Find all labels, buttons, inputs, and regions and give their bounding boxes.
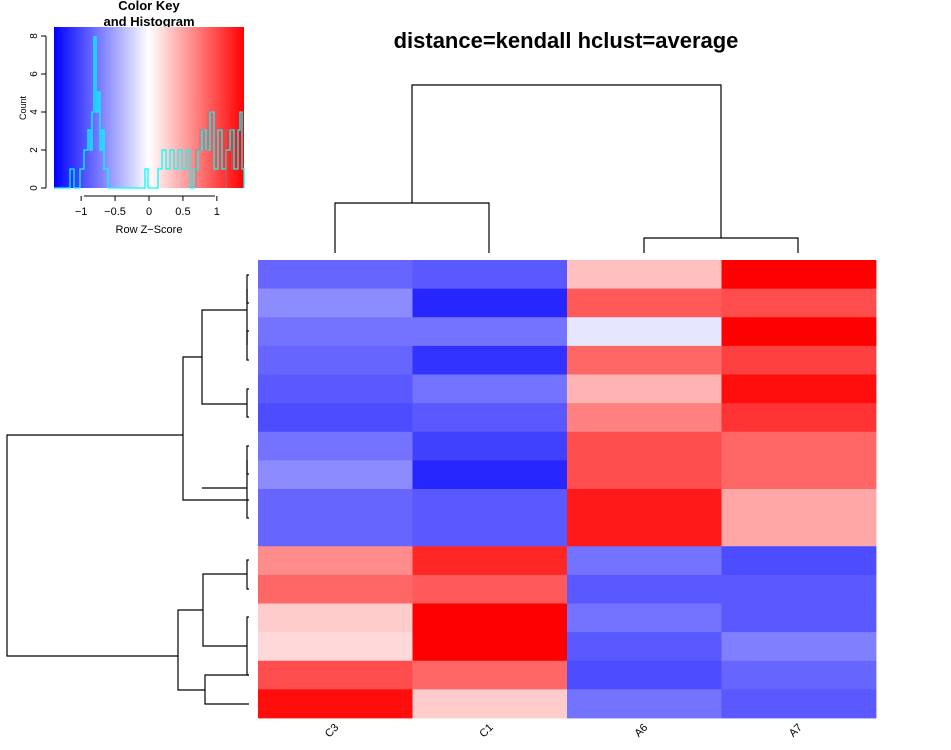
color-key-x-tick-label: −1	[75, 206, 88, 218]
heatmap-cell	[258, 489, 413, 547]
color-key-x-label: Row Z−Score	[116, 224, 183, 236]
heatmap-cell	[567, 574, 722, 604]
color-key-y-label: Count	[18, 96, 28, 121]
heatmap-cell	[412, 546, 568, 576]
heatmap-cell	[258, 288, 413, 318]
heatmap-cell	[258, 574, 413, 604]
color-key-histogram-shadow	[195, 111, 233, 188]
heatmap-cell	[721, 660, 877, 690]
heatmap-cell	[721, 460, 877, 490]
color-key-y-tick-label: 2	[29, 147, 40, 153]
heatmap-cell	[567, 288, 722, 318]
color-key-y-tick-label: 4	[29, 109, 40, 115]
heatmap-cell	[567, 632, 722, 662]
heatmap-cell	[412, 431, 568, 461]
heatmap-cell	[258, 431, 413, 461]
heatmap-cell	[567, 546, 722, 576]
heatmap-cell	[258, 374, 413, 404]
heatmap-cell	[721, 374, 877, 404]
heatmap-cell	[721, 546, 877, 576]
heatmap-cell	[412, 489, 568, 547]
heatmap-cell	[412, 374, 568, 404]
heatmap-cell	[258, 603, 413, 633]
heatmap-cell	[412, 574, 568, 604]
color-key-x-ticks: −1 −0.5 0 0.5 1	[75, 196, 220, 218]
color-key-x-tick-label: −0.5	[104, 206, 126, 218]
heatmap-cell	[567, 374, 722, 404]
heatmap-cell	[567, 489, 722, 547]
color-key-histogram	[54, 36, 245, 189]
heatmap-cell	[721, 489, 877, 547]
heatmap-cell	[258, 345, 413, 375]
heatmap-cell	[412, 460, 568, 490]
color-key-y-tick-label: 8	[29, 33, 40, 39]
heatmap-cell	[412, 689, 568, 719]
heatmap-cell	[412, 660, 568, 690]
heatmap-cell	[567, 403, 722, 433]
color-key-y-tick-label: 0	[29, 185, 40, 191]
color-key-title-line2: and Histogram	[103, 14, 194, 29]
color-key-x-tick-label: 0	[146, 206, 152, 218]
heatmap-cell	[721, 603, 877, 633]
row-dendrogram	[6, 274, 249, 705]
heatmap-cell	[721, 288, 877, 318]
heatmap-cell	[412, 403, 568, 433]
heatmap-cell	[258, 460, 413, 490]
heatmap-cell	[721, 632, 877, 662]
heatmap-cell	[258, 546, 413, 576]
color-key-y-tick-label: 6	[29, 71, 40, 77]
heatmap-cell	[567, 689, 722, 719]
color-key-title-line1: Color Key	[118, 0, 180, 13]
color-key: Color Key and Histogram 0 2 4 6 8 −1 −0.5 0 0.5…	[18, 0, 245, 236]
heatmap-cell	[412, 317, 568, 347]
heatmap-cell	[721, 574, 877, 604]
heatmap-cell	[258, 403, 413, 433]
heatmap-cell	[567, 460, 722, 490]
heatmap-cell	[721, 403, 877, 433]
heatmap-cell	[721, 345, 877, 375]
heatmap-cell	[258, 260, 413, 290]
heatmap-cell	[567, 317, 722, 347]
heatmap-cell	[412, 603, 568, 633]
heatmap-cell	[567, 345, 722, 375]
color-key-gradient	[54, 27, 244, 188]
heatmap-cell	[721, 260, 877, 290]
heatmap-cell	[721, 689, 877, 719]
heatmap-cell	[567, 260, 722, 290]
heatmap-grid	[258, 260, 877, 719]
color-key-x-tick-label: 1	[214, 206, 220, 218]
heatmap-cell	[721, 317, 877, 347]
heatmap-cell	[567, 603, 722, 633]
heatmap-cell	[258, 689, 413, 719]
heatmap-cell	[258, 660, 413, 690]
column-labels: C3 C1 A6 A7	[323, 722, 805, 740]
plot-title: distance=kendall hclust=average	[394, 28, 739, 53]
heatmap-cell	[567, 660, 722, 690]
heatmap-cell	[412, 345, 568, 375]
color-key-y-ticks: 0 2 4 6 8	[29, 33, 46, 191]
column-label: A6	[632, 722, 650, 740]
heatmap-cell	[567, 431, 722, 461]
column-label: C3	[323, 722, 341, 740]
heatmap-cell	[412, 288, 568, 318]
heatmap-cell	[258, 632, 413, 662]
column-label: C1	[477, 722, 495, 740]
column-dendrogram	[334, 84, 799, 253]
heatmap-cell	[258, 317, 413, 347]
color-key-x-tick-label: 0.5	[175, 206, 190, 218]
column-label: A7	[787, 722, 805, 740]
heatmap-cell	[412, 260, 568, 290]
heatmap-cell	[412, 632, 568, 662]
heatmap-cell	[721, 431, 877, 461]
